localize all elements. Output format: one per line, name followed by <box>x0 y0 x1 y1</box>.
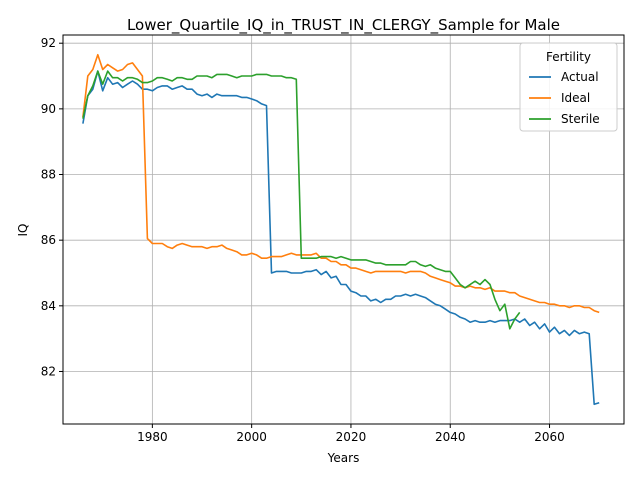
series-line-ideal <box>82 53 600 314</box>
legend-label-ideal: Ideal <box>561 91 590 105</box>
y-axis: 82 84 86 88 90 92 <box>41 36 63 378</box>
x-axis: 1980 2000 2020 2040 2060 <box>137 424 565 444</box>
y-tick-label: 92 <box>41 36 56 50</box>
series-line-actual <box>82 70 600 406</box>
legend-label-sterile: Sterile <box>561 112 600 126</box>
series-lines <box>82 53 600 406</box>
y-axis-label: IQ <box>16 224 30 237</box>
x-tick-label: 2040 <box>435 430 466 444</box>
legend-label-actual: Actual <box>561 70 599 84</box>
legend-items: Actual Ideal Sterile <box>529 70 600 126</box>
x-tick-label: 2000 <box>236 430 267 444</box>
y-tick-label: 82 <box>41 364 56 378</box>
x-tick-label: 2020 <box>336 430 367 444</box>
y-tick-label: 88 <box>41 168 56 182</box>
legend-title: Fertility <box>546 50 591 64</box>
x-axis-label: Years <box>327 451 360 465</box>
plot-frame <box>62 34 625 425</box>
y-tick-label: 90 <box>41 102 56 116</box>
x-tick-label: 2060 <box>534 430 565 444</box>
legend: Fertility Actual Ideal Sterile <box>519 42 618 132</box>
y-tick-label: 84 <box>41 299 56 313</box>
x-tick-label: 1980 <box>137 430 168 444</box>
series-line-sterile <box>82 70 521 330</box>
y-tick-label: 86 <box>41 233 56 247</box>
chart-title: Lower_Quartile_IQ_in_TRUST_IN_CLERGY_Sam… <box>127 16 560 35</box>
legend-box <box>519 42 618 132</box>
